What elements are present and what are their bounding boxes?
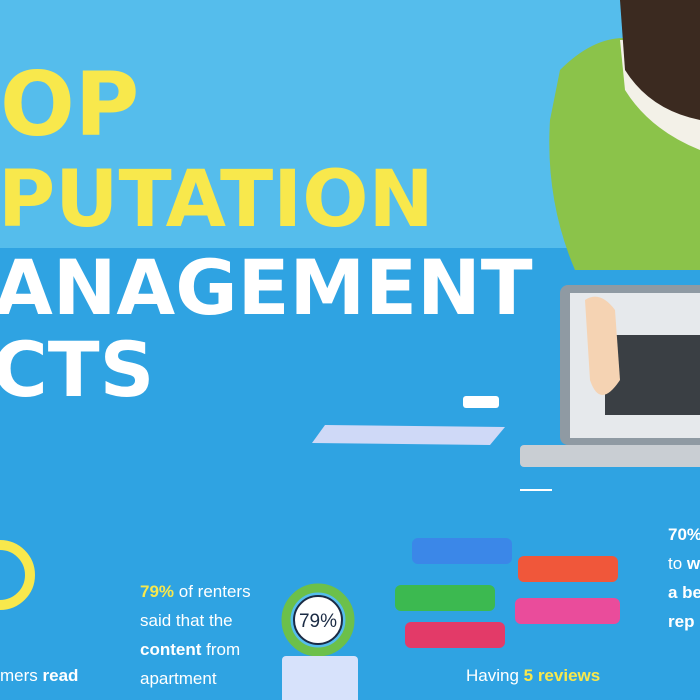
fact-text: rep — [668, 612, 694, 631]
fact-text: 79% — [140, 582, 174, 601]
fact-text: read — [43, 666, 79, 685]
bubble — [412, 538, 512, 564]
laptop-base — [520, 445, 700, 467]
phone-icon — [282, 656, 358, 700]
fact-text: 70% — [668, 525, 700, 544]
hair — [620, 0, 700, 120]
fact-text: Having — [466, 666, 524, 685]
fact-text: of renters — [174, 582, 251, 601]
fact-text: w — [686, 554, 700, 573]
donut-left — [0, 540, 35, 610]
thumbs-icon — [463, 396, 499, 408]
bubble — [518, 556, 618, 582]
fact-text: apartment — [140, 669, 217, 688]
fact-text: from — [201, 640, 240, 659]
donut-inner — [293, 595, 343, 645]
fact-line: Having 5 reviews — [466, 666, 600, 685]
title-line: CTS — [0, 325, 154, 414]
fact-text: mers — [0, 666, 43, 685]
fact-line: apartment — [140, 669, 217, 688]
fact-line: a be — [668, 583, 700, 602]
bubble — [395, 585, 495, 611]
fact-line: said that the — [140, 611, 233, 630]
bubble — [515, 598, 620, 624]
title-line: PUTATION — [0, 155, 434, 245]
review-card — [312, 425, 505, 445]
fact-text: said that the — [140, 611, 233, 630]
fact-line: mers read — [0, 666, 78, 685]
fact-text: content — [140, 640, 202, 659]
fact-line: 70% — [668, 525, 700, 544]
fact-line: to w — [668, 554, 700, 573]
fact-line: 79% of renters — [140, 582, 251, 601]
title-line: OP — [0, 53, 139, 156]
fact-text: 5 reviews — [524, 666, 601, 685]
fact-text: a be — [668, 583, 700, 602]
title-line: ANAGEMENT — [0, 243, 533, 332]
fact-text: to — [668, 554, 687, 573]
fact-line: content from — [140, 640, 240, 659]
keyboard — [605, 335, 700, 415]
fact-line: rep — [668, 612, 694, 631]
donut-label: 79% — [299, 611, 337, 632]
bubble — [405, 622, 505, 648]
hand — [585, 296, 620, 395]
